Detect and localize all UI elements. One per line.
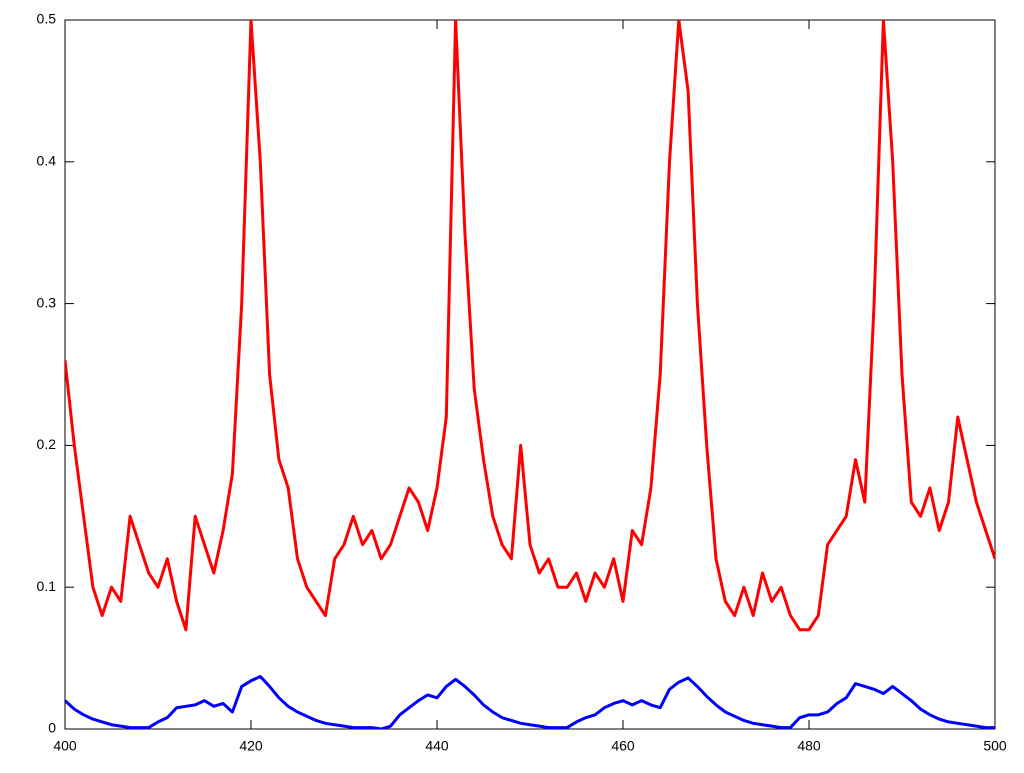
y-tick-label: 0.5	[37, 11, 57, 27]
plot-area	[65, 20, 995, 729]
y-tick-label: 0.3	[37, 294, 57, 310]
x-tick-label: 400	[53, 738, 77, 754]
x-tick-label: 420	[239, 738, 263, 754]
x-tick-label: 440	[425, 738, 449, 754]
y-tick-label: 0	[48, 720, 56, 736]
x-tick-label: 500	[983, 738, 1007, 754]
data-line	[65, 675, 995, 729]
data-line	[65, 20, 995, 632]
y-tick-label: 0.4	[37, 153, 57, 169]
x-tick-label: 460	[611, 738, 635, 754]
plot-border	[64, 19, 996, 730]
y-tick-label: 0.2	[37, 436, 57, 452]
x-tick-label: 480	[797, 738, 821, 754]
y-tick-label: 0.1	[37, 578, 57, 594]
